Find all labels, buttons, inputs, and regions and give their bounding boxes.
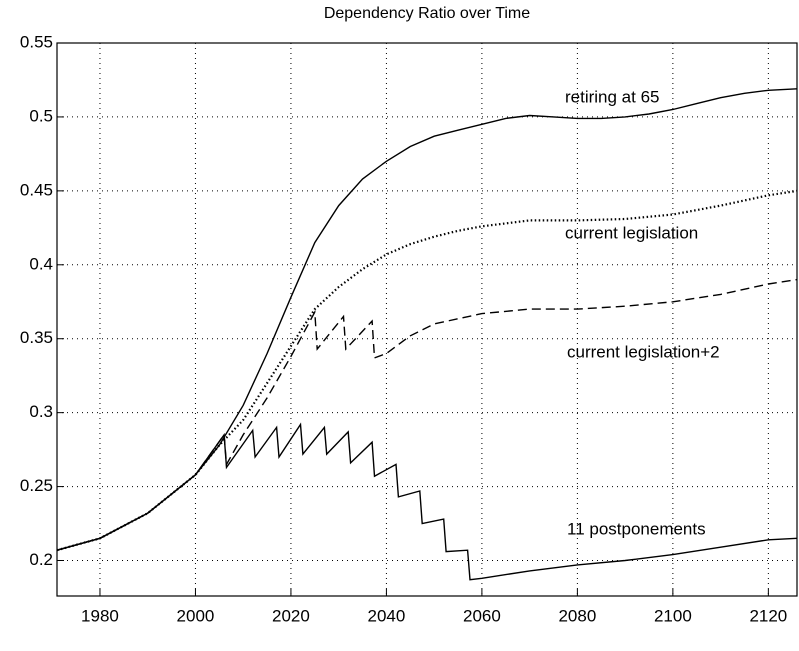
chart-title: Dependency Ratio over Time: [324, 5, 530, 22]
y-tick-label: 0.35: [20, 328, 53, 347]
x-tick-label: 2000: [177, 606, 215, 625]
y-tick-label: 0.3: [29, 402, 53, 421]
x-tick-label: 2100: [654, 606, 692, 625]
series-label: current legislation+2: [567, 342, 720, 361]
series-line: [56, 422, 798, 581]
x-tick-label: 2020: [272, 606, 310, 625]
x-tick-label: 2060: [463, 606, 501, 625]
series-label: 11 postponements: [567, 519, 706, 538]
x-tick-label: 2120: [749, 606, 787, 625]
y-tick-label: 0.25: [20, 476, 53, 495]
plot-frame: [56, 42, 798, 597]
y-tick-label: 0.55: [20, 32, 53, 51]
y-tick-label: 0.45: [20, 180, 53, 199]
y-tick-label: 0.2: [29, 550, 53, 569]
x-tick-label: 1980: [81, 606, 119, 625]
x-tick-label: 2080: [558, 606, 596, 625]
x-tick-label: 2040: [368, 606, 406, 625]
series-label: current legislation: [565, 223, 698, 242]
y-tick-label: 0.5: [29, 106, 53, 125]
series-line: [56, 278, 798, 551]
series-line: [56, 88, 798, 551]
y-tick-label: 0.4: [29, 254, 53, 273]
series-label: retiring at 65: [565, 87, 660, 106]
